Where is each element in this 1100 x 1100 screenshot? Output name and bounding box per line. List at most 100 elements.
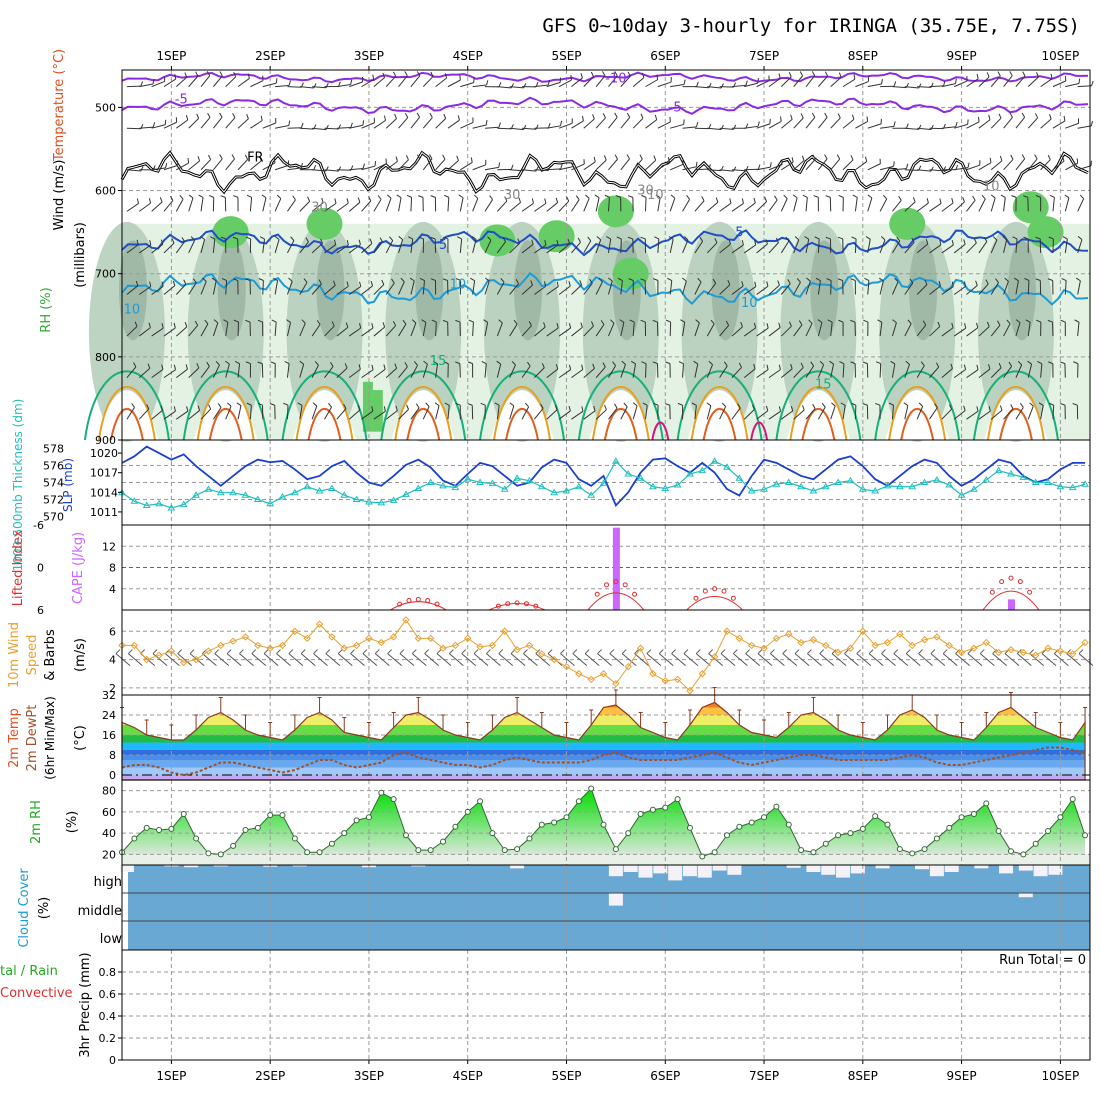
wind-barb [509, 283, 519, 295]
wind-barb-flag [988, 114, 991, 120]
wind10m-marker [389, 633, 398, 641]
wind-barb-flag [192, 278, 197, 284]
wind-barb [472, 198, 479, 212]
wind-barb-flag [567, 238, 571, 244]
thickness-marker [858, 485, 867, 492]
contour-label: 10 [124, 303, 141, 318]
wind10m-barb [115, 653, 131, 666]
wind10m-barb [609, 653, 625, 666]
wind-barb-flag [485, 277, 490, 282]
wind-barb-flag [416, 71, 421, 77]
wind-barb [620, 75, 631, 87]
wind10m-marker [698, 670, 707, 678]
wind-barb [138, 368, 151, 379]
wind-barb-flag [530, 280, 533, 286]
wind-barb [1027, 117, 1038, 129]
wind-barb-flag [757, 121, 760, 127]
lifted-index-curve [686, 596, 744, 611]
wind-barb-flag [888, 402, 894, 406]
wind-barb [805, 408, 816, 420]
wind-barb [509, 202, 521, 212]
thickness-marker [1068, 483, 1077, 491]
temp2m-label-1: 2m Temp [7, 708, 22, 768]
wind-barb [1003, 323, 1011, 337]
wind-barb [151, 327, 164, 337]
wind-barb [398, 281, 405, 295]
wind-barb-flag [992, 236, 998, 241]
wind-barb [546, 409, 558, 420]
wind-barb [324, 406, 332, 420]
wind-barb-flag [751, 404, 755, 410]
wind-barb [163, 242, 175, 254]
wind-barb [978, 119, 991, 129]
lifted-index-marker [730, 595, 736, 601]
wind-barb-flag [741, 239, 744, 246]
rh2m-marker [711, 849, 718, 856]
wind-barb [781, 410, 793, 420]
top-date-label: 10SEP [1042, 49, 1080, 63]
wind-barb [361, 122, 375, 129]
lifted-index-marker [397, 601, 403, 607]
wind10m-barb [300, 653, 316, 666]
rh2m-marker [896, 846, 903, 853]
wind-barb-flag [840, 402, 846, 406]
wind-barb [188, 197, 194, 212]
wind-barb [398, 197, 402, 212]
lifted-index-marker [632, 591, 638, 597]
wind-barb [817, 322, 823, 337]
rh2m-marker [365, 814, 372, 821]
wind-barb-flag [411, 319, 417, 324]
wind-barb [385, 75, 397, 87]
rh2m-marker [415, 847, 422, 854]
wind-barb-flag [147, 363, 151, 369]
wind-barb [607, 197, 610, 212]
thickness-marker [500, 485, 509, 492]
wind10m-barb [597, 653, 612, 666]
wind-barb-flag [802, 194, 808, 198]
wind-barb-flag [1023, 236, 1029, 240]
wind-barb-flag [1062, 236, 1068, 240]
wind-barb-flag [681, 277, 687, 282]
thickness-marker [550, 488, 559, 496]
wind-barb-flag [286, 319, 291, 323]
wind10m-barb [535, 653, 551, 666]
wind-barb-flag [429, 112, 433, 118]
wind-barb [522, 127, 537, 130]
wind10m-marker [785, 630, 793, 638]
wind-barb-flag [585, 194, 590, 199]
wind-barb [249, 405, 252, 420]
temp-band [122, 760, 1086, 768]
wind10m-marker [525, 641, 534, 650]
wind-barb [521, 202, 534, 212]
thickness-tick-label: 576 [43, 460, 64, 473]
wind-barb-flag [926, 198, 929, 204]
wind10m-marker [303, 634, 311, 643]
thickness-marker [1031, 478, 1040, 485]
wind-barb [311, 283, 322, 295]
wind-barb-flag [654, 236, 660, 240]
isotherm-minus5 [121, 96, 1089, 115]
lifted-index-marker [622, 582, 628, 588]
wind-barb-flag [300, 162, 303, 168]
wind-barb-flag [321, 197, 324, 203]
wind-barb-flag [1036, 319, 1042, 323]
wind-barb [558, 79, 572, 88]
wind-barb-flag [346, 198, 349, 204]
wind-barb-flag [140, 81, 144, 87]
wind-barb [879, 198, 888, 212]
wind-barb [138, 327, 151, 337]
wind-barb [645, 159, 657, 171]
wind-barb [151, 369, 164, 379]
wind-barb-flag [708, 360, 713, 366]
wind-barb [1040, 78, 1053, 88]
wind-barb [916, 365, 925, 378]
wind-barb [805, 117, 816, 129]
wind-barb-flag [581, 364, 584, 370]
wind-barb-flag [371, 406, 374, 412]
wind-barb-flag [134, 321, 138, 327]
wind-barb [571, 120, 584, 129]
wind-barb-flag [652, 361, 658, 365]
rh2m-marker [1057, 814, 1064, 821]
bottom-date-label: 8SEP [848, 1069, 878, 1083]
thickness-label: 1000-500mb Thickness (dm) [11, 399, 25, 572]
